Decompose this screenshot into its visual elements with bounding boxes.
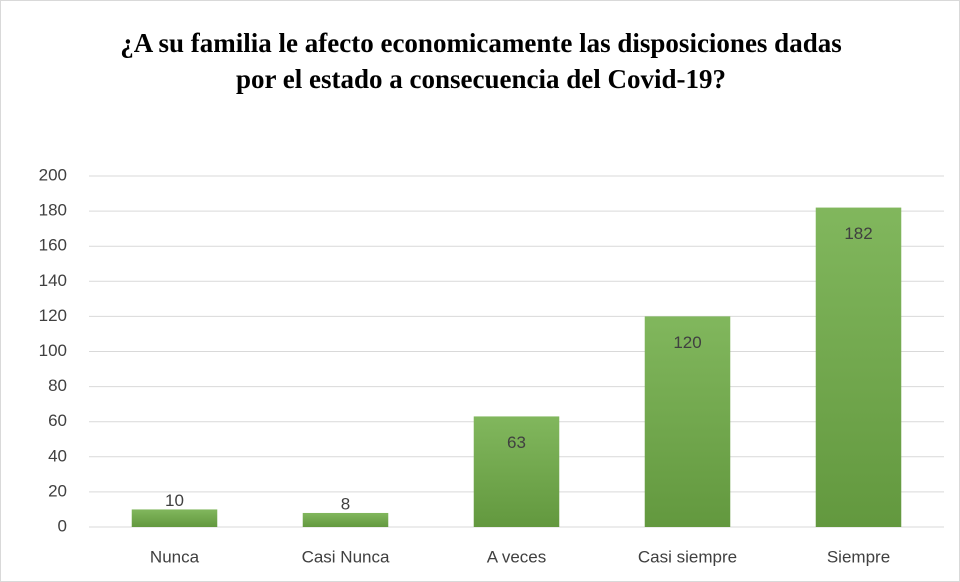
data-label: 8 bbox=[341, 494, 350, 513]
data-label: 63 bbox=[507, 433, 526, 452]
y-tick-label: 80 bbox=[48, 376, 67, 395]
x-tick-label: A veces bbox=[487, 547, 547, 566]
y-tick-label: 160 bbox=[39, 236, 67, 255]
y-tick-label: 120 bbox=[39, 306, 67, 325]
x-tick-label: Nunca bbox=[150, 547, 200, 566]
y-tick-label: 60 bbox=[48, 411, 67, 430]
data-label: 10 bbox=[165, 491, 184, 510]
y-tick-label: 200 bbox=[39, 165, 67, 184]
x-tick-label: Casi siempre bbox=[638, 547, 737, 566]
y-tick-label: 20 bbox=[48, 481, 67, 500]
y-tick-label: 0 bbox=[58, 516, 67, 535]
x-tick-label: Casi Nunca bbox=[302, 547, 390, 566]
bar bbox=[302, 512, 389, 527]
y-tick-label: 100 bbox=[39, 341, 67, 360]
bar bbox=[815, 207, 902, 527]
x-tick-label: Siempre bbox=[827, 547, 890, 566]
y-tick-label: 140 bbox=[39, 271, 67, 290]
bar bbox=[131, 509, 218, 527]
chart-title: ¿A su familia le afecto economicamente l… bbox=[120, 28, 842, 94]
data-label: 120 bbox=[673, 333, 701, 352]
y-tick-label: 40 bbox=[48, 446, 67, 465]
y-tick-label: 180 bbox=[39, 201, 67, 220]
data-label: 182 bbox=[844, 224, 872, 243]
